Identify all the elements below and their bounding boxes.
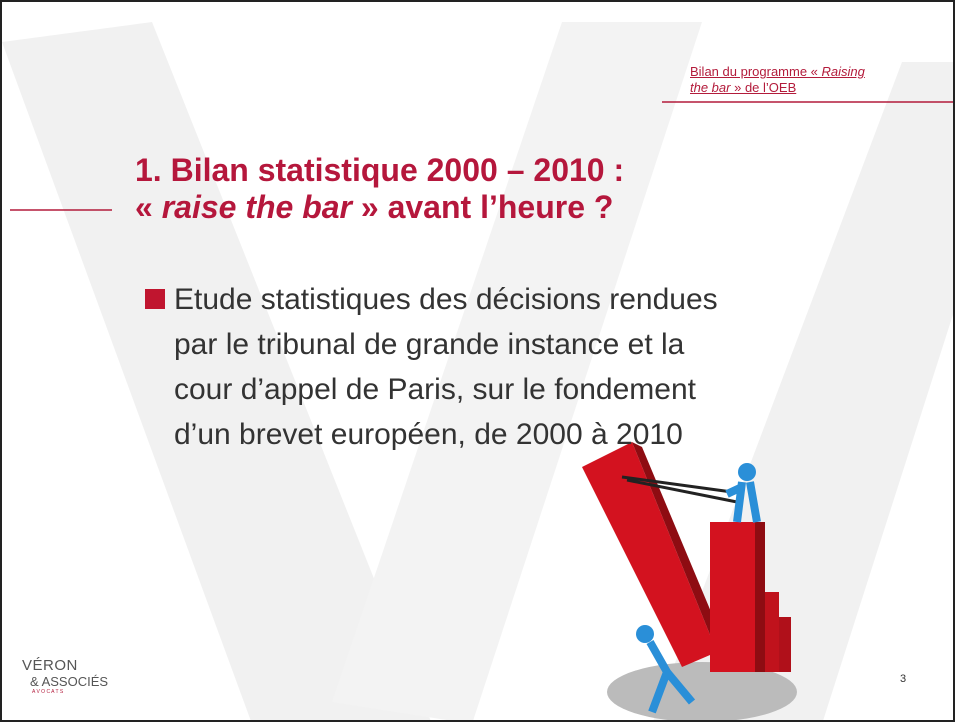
title-text: « (135, 189, 162, 225)
logo-associates: & ASSOCIÉS (30, 674, 108, 689)
note-text: Bilan du programme « (690, 64, 822, 79)
bullet-line: cour d’appel de Paris, sur le fondement (174, 367, 718, 412)
bullet-line: Etude statistiques des décisions rendues (174, 277, 718, 322)
logo-profession: A V O C A T S (32, 689, 108, 695)
header-note: Bilan du programme « Raising the bar » d… (690, 64, 865, 96)
bullet-line: par le tribunal de grande instance et la (174, 322, 718, 367)
logo: VÉRON & ASSOCIÉS A V O C A T S (22, 657, 108, 695)
note-italic: the bar (690, 80, 730, 95)
page-number: 3 (900, 673, 906, 685)
bullet-line: d’un brevet européen, de 2000 à 2010 (174, 412, 718, 457)
note-text: » de l’OEB (730, 80, 796, 95)
bullet-text: Etude statistiques des décisions rendues… (174, 277, 718, 457)
title-line: 1. Bilan statistique 2000 – 2010 : (135, 152, 624, 189)
slide: Bilan du programme « Raising the bar » d… (0, 0, 955, 722)
title-text: » avant l’heure ? (352, 189, 613, 225)
title-italic: raise the bar (162, 189, 352, 225)
slide-title: 1. Bilan statistique 2000 – 2010 : « rai… (135, 152, 624, 226)
note-italic: Raising (822, 64, 865, 79)
logo-name: VÉRON (22, 657, 108, 674)
